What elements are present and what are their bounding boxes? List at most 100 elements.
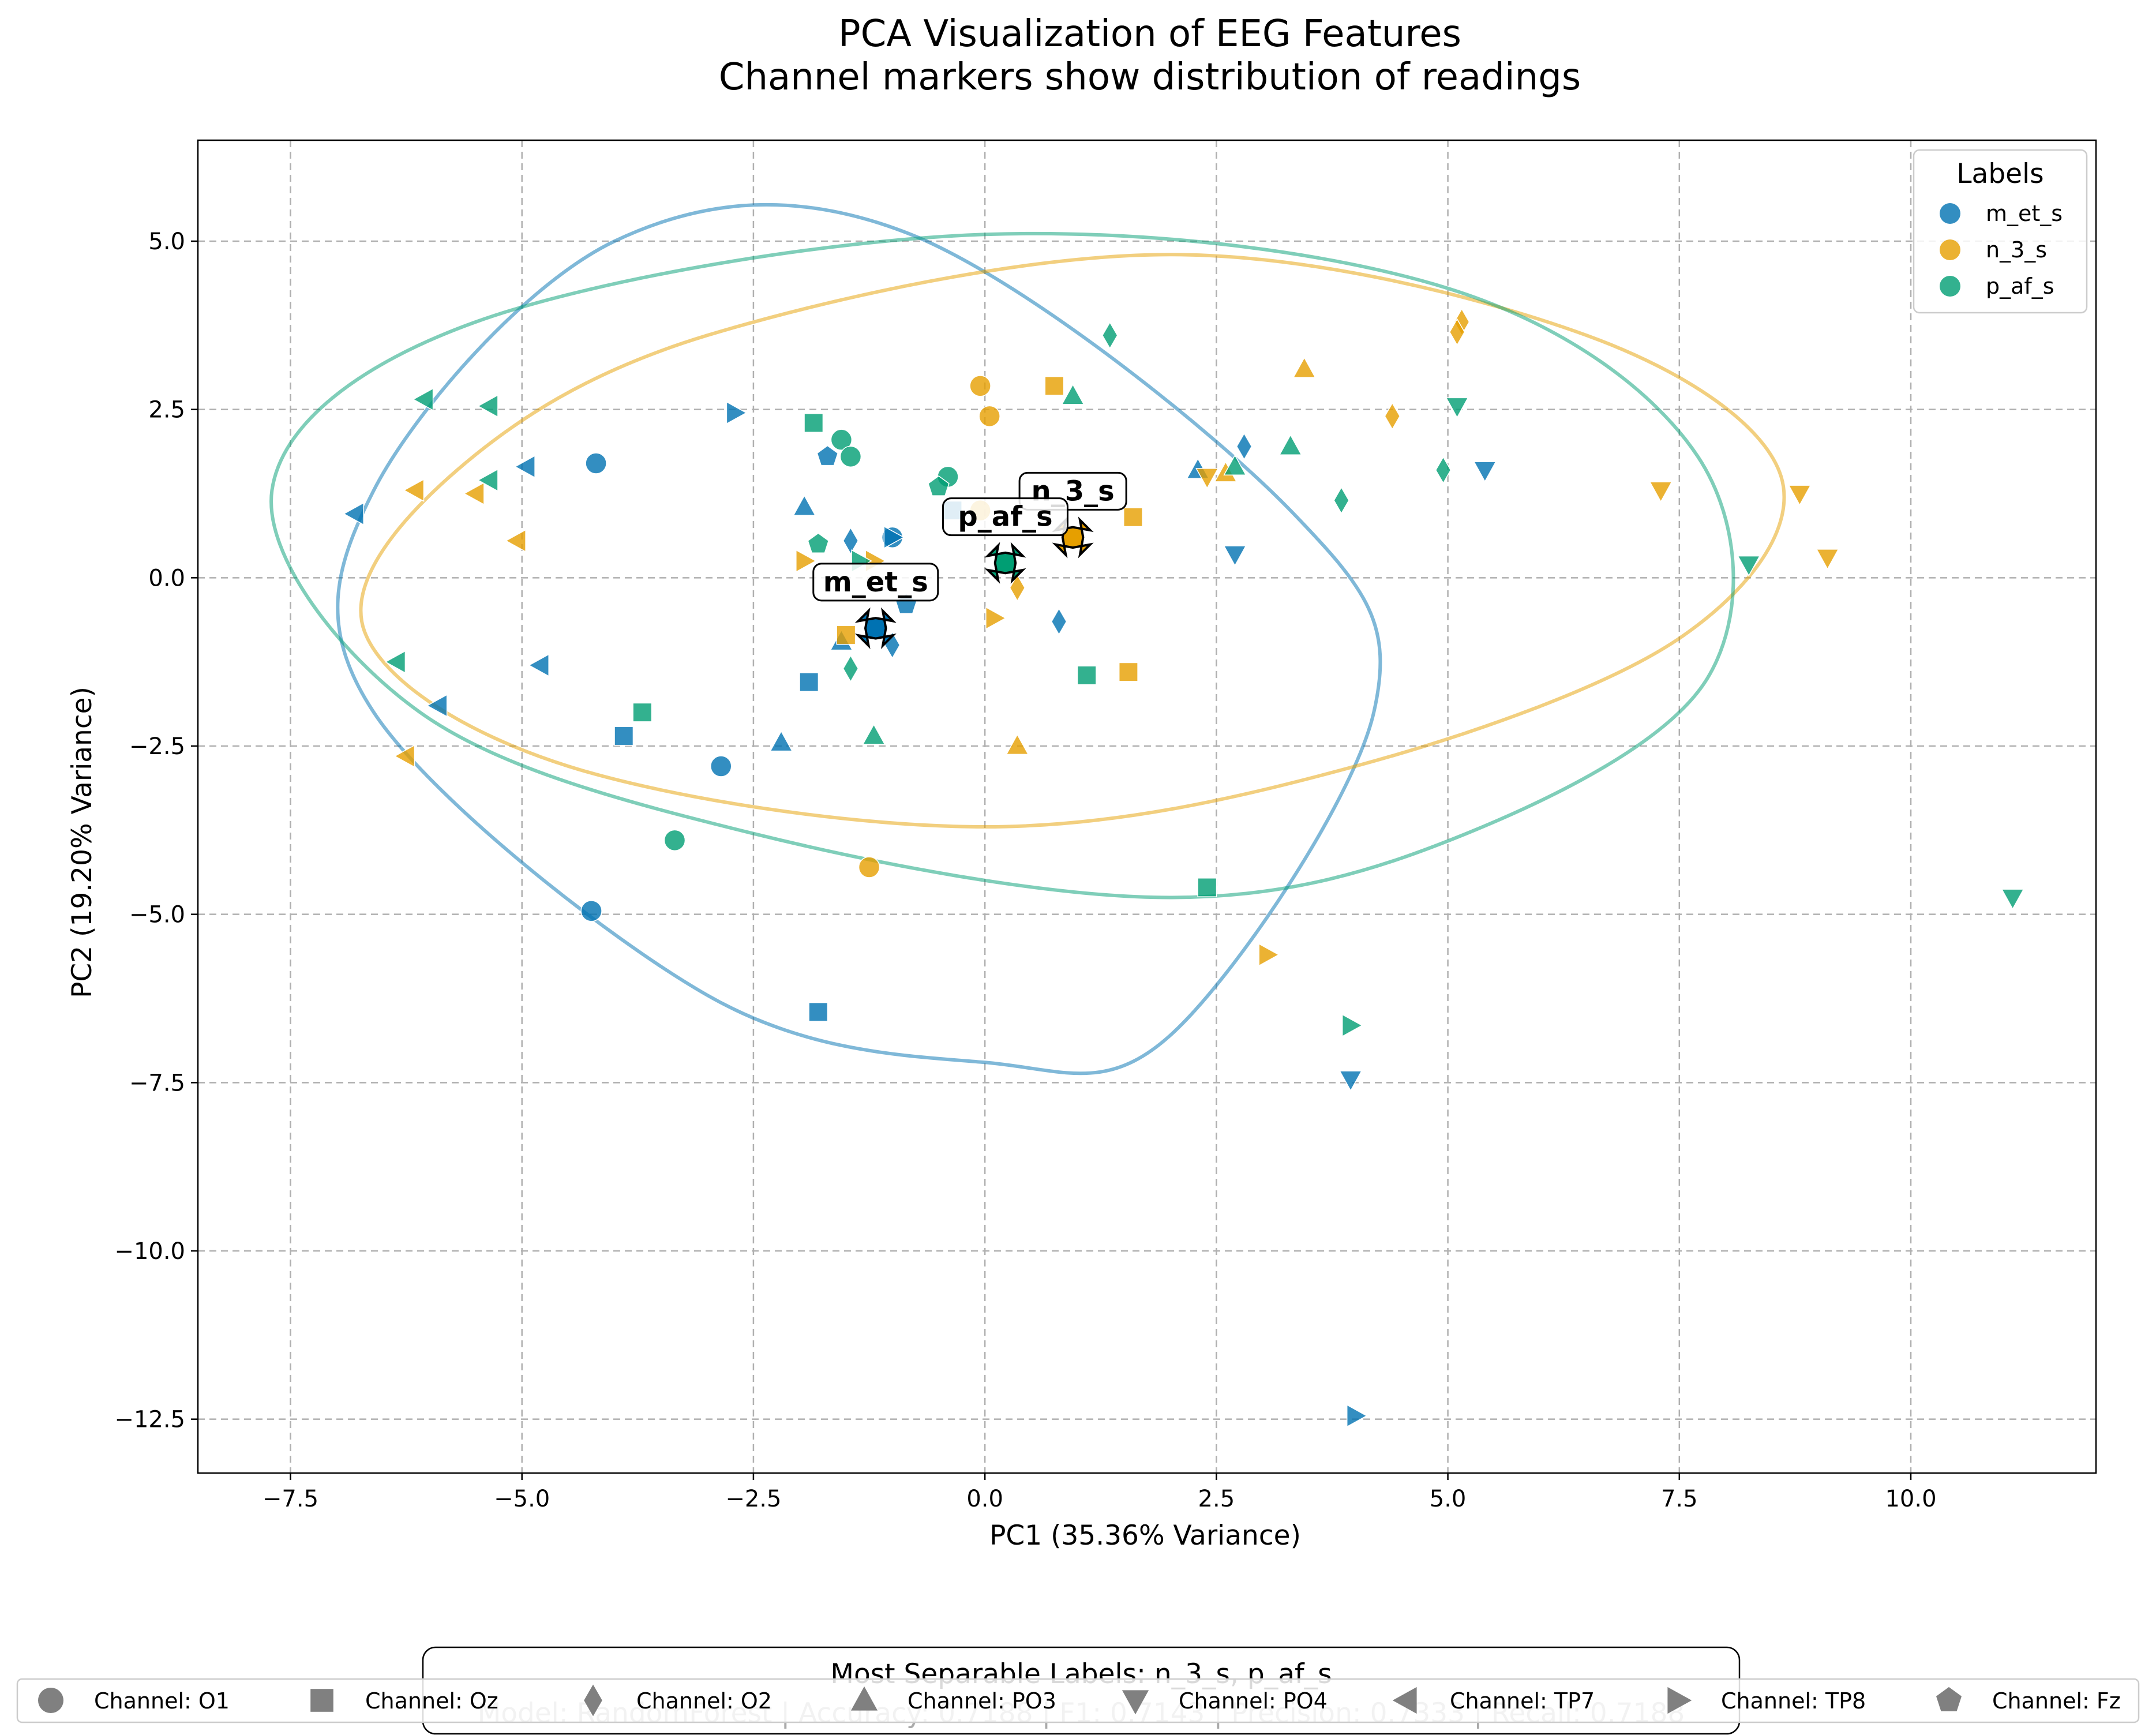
data-point-p_af_s-PO4 [1445, 397, 1469, 419]
chart-title: PCA Visualization of EEG Features [838, 13, 1461, 55]
channel-legend-marker-circle [38, 1688, 63, 1713]
data-point-p_af_s-O1 [839, 445, 862, 468]
plot-area-frame [197, 139, 2097, 1474]
data-point-n_3_s-Oz [836, 625, 856, 645]
data-point-p_af_s-TP7 [477, 469, 498, 492]
data-point-p_af_s-TP7 [412, 388, 434, 411]
ellipse-p_af_s [269, 231, 1735, 900]
data-point-n_3_s-PO4 [1195, 468, 1219, 489]
data-point-p_af_s-PO4 [2001, 889, 2024, 910]
data-point-n_3_s-Oz [1044, 376, 1064, 396]
data-point-p_af_s-Fz [807, 533, 830, 554]
data-point-n_3_s-O1 [969, 375, 991, 397]
y-tick-label: −5.0 [129, 902, 185, 928]
data-point-p_af_s-TP7 [384, 650, 406, 674]
data-point-n_3_s-PO3 [1292, 357, 1316, 378]
ellipse-m_et_s [336, 203, 1382, 1076]
data-point-m_et_s-PO4 [1338, 1070, 1363, 1092]
data-point-m_et_s-TP7 [514, 455, 535, 478]
axis-ticks: −7.5 −5.0 −2.5 0.0 2.5 5.0 7.5 10.0 5.0 2.5 0.0 −2.… [114, 228, 1936, 1512]
data-point-p_af_s-O1 [663, 829, 686, 852]
y-tick-label: 2.5 [148, 397, 185, 424]
x-tick-label: −2.5 [725, 1486, 781, 1512]
channel-legend-label: Channel: O2 [636, 1688, 772, 1714]
ellipse-n_3_s [359, 253, 1786, 829]
data-point-p_af_s-PO3 [1061, 383, 1085, 405]
channel-legend-label: Channel: Fz [1992, 1688, 2121, 1714]
data-point-p_af_s-O2 [1333, 486, 1349, 515]
legend-label-p_af_s: p_af_s [1986, 273, 2054, 299]
data-point-p_af_s-O1 [830, 429, 853, 451]
labels-legend: Labels m_et_s n_3_s p_af_s [1913, 149, 2088, 314]
data-point-n_3_s-PO4 [1788, 485, 1812, 506]
data-point-n_3_s-O2 [1449, 318, 1465, 346]
data-point-p_af_s-O2 [1435, 456, 1452, 484]
x-tick-label: −5.0 [494, 1486, 550, 1512]
data-point-m_et_s-Fz [816, 445, 839, 466]
data-point-n_3_s-TP7 [403, 478, 425, 502]
data-point-m_et_s-O1 [580, 900, 602, 922]
centroid-p_af_s [984, 542, 1026, 584]
data-point-p_af_s-O2 [842, 654, 859, 683]
data-point-m_et_s-O2 [1051, 608, 1067, 636]
data-point-n_3_s-TP7 [463, 482, 485, 505]
y-tick-label: −12.5 [114, 1407, 185, 1433]
x-tick-label: −7.5 [263, 1486, 318, 1512]
data-point-m_et_s-TP7 [426, 694, 448, 718]
x-tick-label: 10.0 [1885, 1486, 1936, 1512]
legend-label-n_3_s: n_3_s [1986, 237, 2047, 263]
data-point-n_3_s-TP8 [796, 549, 817, 573]
channel-legend-label: Channel: TP8 [1721, 1688, 1866, 1714]
data-point-m_et_s-PO4 [1223, 545, 1247, 567]
data-point-m_et_s-TP7 [343, 502, 364, 526]
data-point-n_3_s-TP7 [393, 744, 415, 768]
data-point-m_et_s-Oz [614, 726, 634, 746]
chart-subtitle: Channel markers show distribution of rea… [719, 56, 1581, 99]
data-point-p_af_s-PO3 [1278, 434, 1302, 455]
data-point-p_af_s-Fz [928, 475, 950, 496]
channel-legend-marker-triangle-right [1667, 1687, 1692, 1714]
data-point-n_3_s-TP7 [505, 529, 526, 553]
x-tick-label: 5.0 [1430, 1486, 1467, 1512]
confidence-ellipses [269, 203, 1786, 1076]
centroid-label-box [942, 497, 1068, 537]
channel-legend-label: Channel: TP7 [1450, 1688, 1595, 1714]
data-point-m_et_s-O2 [1236, 432, 1253, 460]
y-axis-label: PC2 (19.20% Variance) [66, 687, 98, 998]
channel-legend-box [16, 1678, 2140, 1723]
data-point-n_3_s-O1 [978, 405, 1000, 428]
data-point-m_et_s-TP8 [883, 526, 905, 549]
data-point-n_3_s-O2 [1384, 402, 1401, 430]
data-point-p_af_s-Oz [1077, 665, 1097, 685]
channel-legend-label: Channel: O1 [94, 1688, 230, 1714]
channel-legend-marker-triangle-down [1122, 1690, 1149, 1715]
channel-legend-marker-diamond [584, 1684, 602, 1717]
y-tick-label: 5.0 [148, 228, 185, 255]
channel-legend-label: Channel: Oz [365, 1688, 498, 1714]
y-tick-label: −2.5 [129, 733, 185, 760]
channel-legend-label: Channel: PO4 [1179, 1688, 1328, 1714]
data-point-n_3_s-O1 [858, 856, 880, 878]
y-tick-label: −10.0 [114, 1238, 185, 1265]
x-axis-label: PC1 (35.36% Variance) [989, 1520, 1301, 1552]
data-point-m_et_s-TP8 [1346, 1404, 1368, 1427]
legend-label-m_et_s: m_et_s [1986, 201, 2063, 226]
data-point-m_et_s-PO4 [1473, 461, 1497, 483]
data-point-p_af_s-Oz [632, 702, 653, 722]
legend-marker-p_af_s [1940, 276, 1960, 297]
data-point-p_af_s-PO3 [1223, 454, 1247, 475]
data-point-n_3_s-O2 [1009, 574, 1026, 602]
data-point-n_3_s-TP8 [1258, 943, 1280, 966]
data-point-m_et_s-PO3 [769, 730, 793, 752]
legend-title: Labels [1956, 158, 2043, 190]
data-points [343, 308, 2024, 1427]
centroid-label: m_et_s [823, 566, 928, 598]
y-tick-label: −7.5 [129, 1070, 185, 1096]
legend-marker-m_et_s [1940, 203, 1960, 224]
data-point-p_af_s-PO4 [1737, 555, 1761, 577]
data-point-p_af_s-TP7 [477, 394, 498, 418]
data-point-m_et_s-TP8 [726, 401, 748, 425]
data-point-m_et_s-O2 [842, 527, 859, 555]
data-point-m_et_s-Oz [808, 1002, 828, 1022]
